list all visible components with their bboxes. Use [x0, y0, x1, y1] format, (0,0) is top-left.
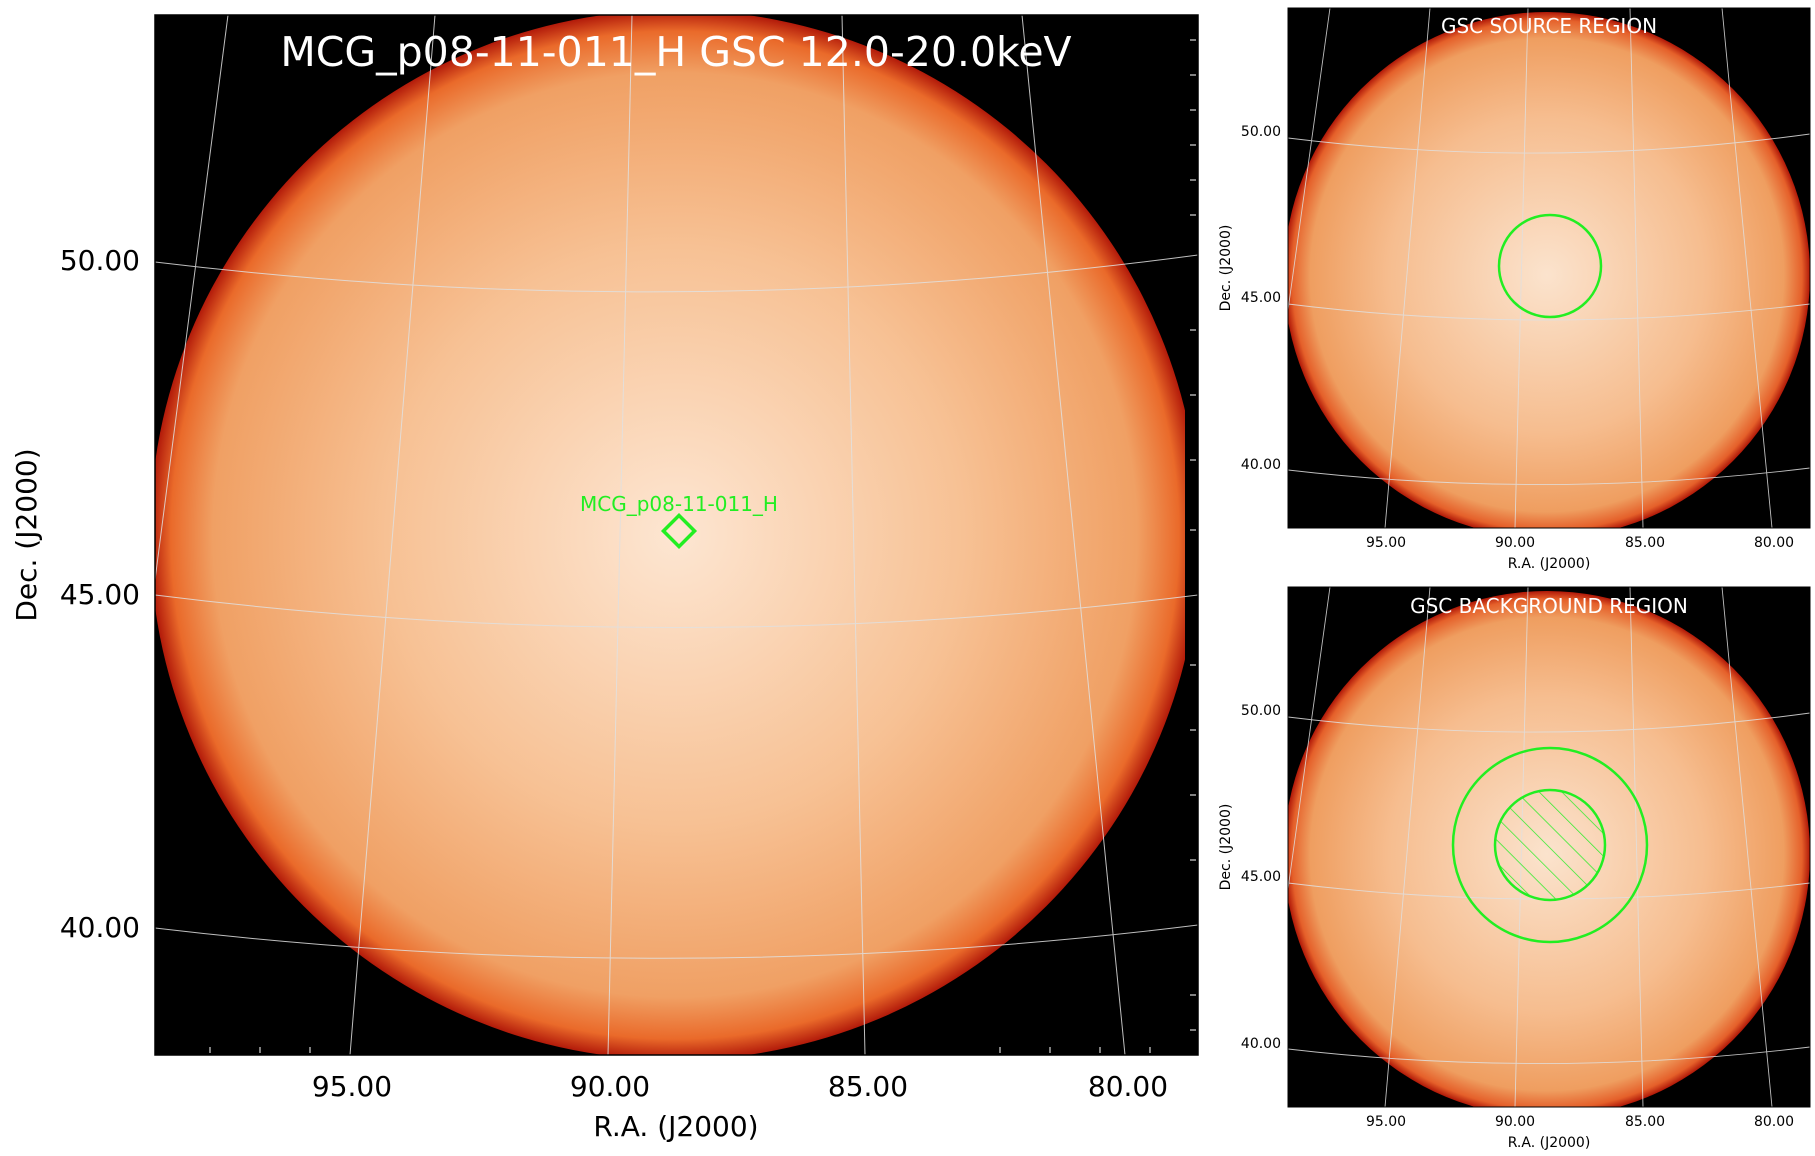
source-ytick-label: 50.00 — [1241, 124, 1281, 140]
source-xtick-label: 85.00 — [1625, 535, 1665, 551]
source-region-panel: GSC SOURCE REGION 50.00 45.00 40.00 95.0… — [1218, 7, 1811, 572]
main-coordinate-grid — [155, 15, 1198, 1055]
source-xtick-label: 80.00 — [1754, 535, 1794, 551]
main-xtick-label: 85.00 — [828, 1070, 908, 1103]
source-ytick-label: 40.00 — [1241, 457, 1281, 473]
source-gsc-disc — [1288, 12, 1810, 528]
source-label: MCG_p08-11-011_H — [580, 492, 778, 516]
source-coordinate-grid — [1288, 8, 1810, 528]
source-ytick-label: 45.00 — [1241, 290, 1281, 306]
background-panel-title: GSC BACKGROUND REGION — [1410, 594, 1688, 618]
main-image-panel: MCG_p08-11-011_H MCG_p08-11-011_H GSC 12… — [10, 14, 1199, 1143]
main-tick-marks — [209, 39, 1196, 1053]
source-panel-title: GSC SOURCE REGION — [1441, 14, 1657, 38]
background-xtick-label: 85.00 — [1625, 1114, 1665, 1130]
background-region-panel: GSC BACKGROUND REGION 50.00 45.00 40.00 … — [1218, 586, 1811, 1151]
source-xlabel: R.A. (J2000) — [1508, 556, 1591, 572]
main-xlabel: R.A. (J2000) — [593, 1110, 758, 1143]
main-ytick-label: 45.00 — [60, 578, 140, 611]
main-xtick-label: 90.00 — [570, 1070, 650, 1103]
source-xtick-label: 95.00 — [1366, 535, 1406, 551]
main-xtick-label: 95.00 — [312, 1070, 392, 1103]
background-xtick-label: 90.00 — [1495, 1114, 1535, 1130]
main-xtick-label: 80.00 — [1088, 1070, 1168, 1103]
main-disc-edge-mask — [1185, 360, 1198, 720]
main-frame-border — [154, 14, 1199, 1056]
background-excluded-region — [1493, 788, 1607, 902]
main-gsc-disc — [155, 15, 1198, 1055]
source-region-circle — [1497, 213, 1603, 319]
source-xtick-label: 90.00 — [1495, 535, 1535, 551]
background-ylabel: Dec. (J2000) — [1218, 804, 1234, 891]
background-xtick-label: 95.00 — [1366, 1114, 1406, 1130]
source-diamond-marker — [660, 512, 698, 550]
main-title: MCG_p08-11-011_H GSC 12.0-20.0keV — [280, 28, 1071, 76]
source-ylabel: Dec. (J2000) — [1218, 225, 1234, 312]
background-xtick-label: 80.00 — [1754, 1114, 1794, 1130]
background-xlabel: R.A. (J2000) — [1508, 1135, 1591, 1151]
background-ytick-label: 45.00 — [1241, 869, 1281, 885]
background-ytick-label: 50.00 — [1241, 703, 1281, 719]
main-ytick-label: 40.00 — [60, 911, 140, 944]
background-frame-border — [1287, 586, 1811, 1108]
main-ytick-label: 50.00 — [60, 244, 140, 277]
main-ylabel: Dec. (J2000) — [10, 448, 43, 621]
background-annulus-outer — [1451, 746, 1649, 944]
background-ytick-label: 40.00 — [1241, 1036, 1281, 1052]
source-frame-border — [1287, 7, 1811, 529]
